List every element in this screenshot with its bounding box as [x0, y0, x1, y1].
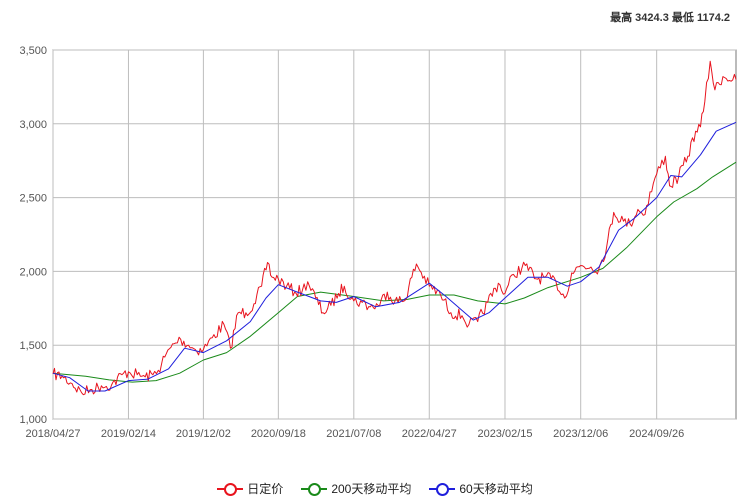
x-tick-label: 2019/02/14: [101, 428, 156, 440]
y-tick-label: 1,000: [19, 414, 47, 426]
series-line-ma60: [52, 121, 737, 392]
high-low-readout: 最高 3424.3 最低 1174.2: [610, 9, 730, 25]
legend-swatch-ma60: [429, 482, 456, 496]
chart-legend: 日定价 200天移动平均 60天移动平均: [0, 480, 750, 497]
x-tick-label: 2019/12/02: [176, 428, 231, 440]
x-tick-label: 2020/09/18: [251, 428, 306, 440]
low-value: 1174.2: [696, 12, 730, 24]
legend-label-price: 日定价: [247, 482, 284, 496]
y-tick-label: 2,000: [19, 266, 47, 278]
legend-label-ma200: 200天移动平均: [331, 482, 412, 496]
high-value: 3424.3: [635, 12, 669, 24]
x-tick-label: 2022/04/27: [402, 428, 457, 440]
x-tick-label: 2024/09/26: [629, 428, 684, 440]
high-label: 最高: [610, 12, 633, 24]
legend-item-price[interactable]: 日定价: [217, 480, 283, 497]
series-line-ma200: [52, 161, 737, 383]
legend-swatch-ma200: [301, 482, 328, 496]
plot-frame: [52, 49, 737, 420]
legend-swatch-price: [217, 482, 244, 496]
y-tick-label: 3,500: [19, 45, 47, 57]
legend-label-ma60: 60天移动平均: [459, 482, 533, 496]
x-tick-label: 2021/07/08: [326, 428, 381, 440]
y-tick-label: 3,000: [19, 119, 47, 131]
y-tick-label: 2,500: [19, 193, 47, 205]
x-tick-label: 2018/04/27: [25, 428, 80, 440]
y-tick-label: 1,500: [19, 340, 47, 352]
legend-item-ma60[interactable]: 60天移动平均: [429, 480, 533, 497]
legend-item-ma200[interactable]: 200天移动平均: [301, 480, 411, 497]
x-tick-label: 2023/12/06: [553, 428, 608, 440]
series-line-price: [52, 60, 737, 396]
low-label: 最低: [671, 12, 694, 24]
x-tick-label: 2023/02/15: [477, 428, 532, 440]
